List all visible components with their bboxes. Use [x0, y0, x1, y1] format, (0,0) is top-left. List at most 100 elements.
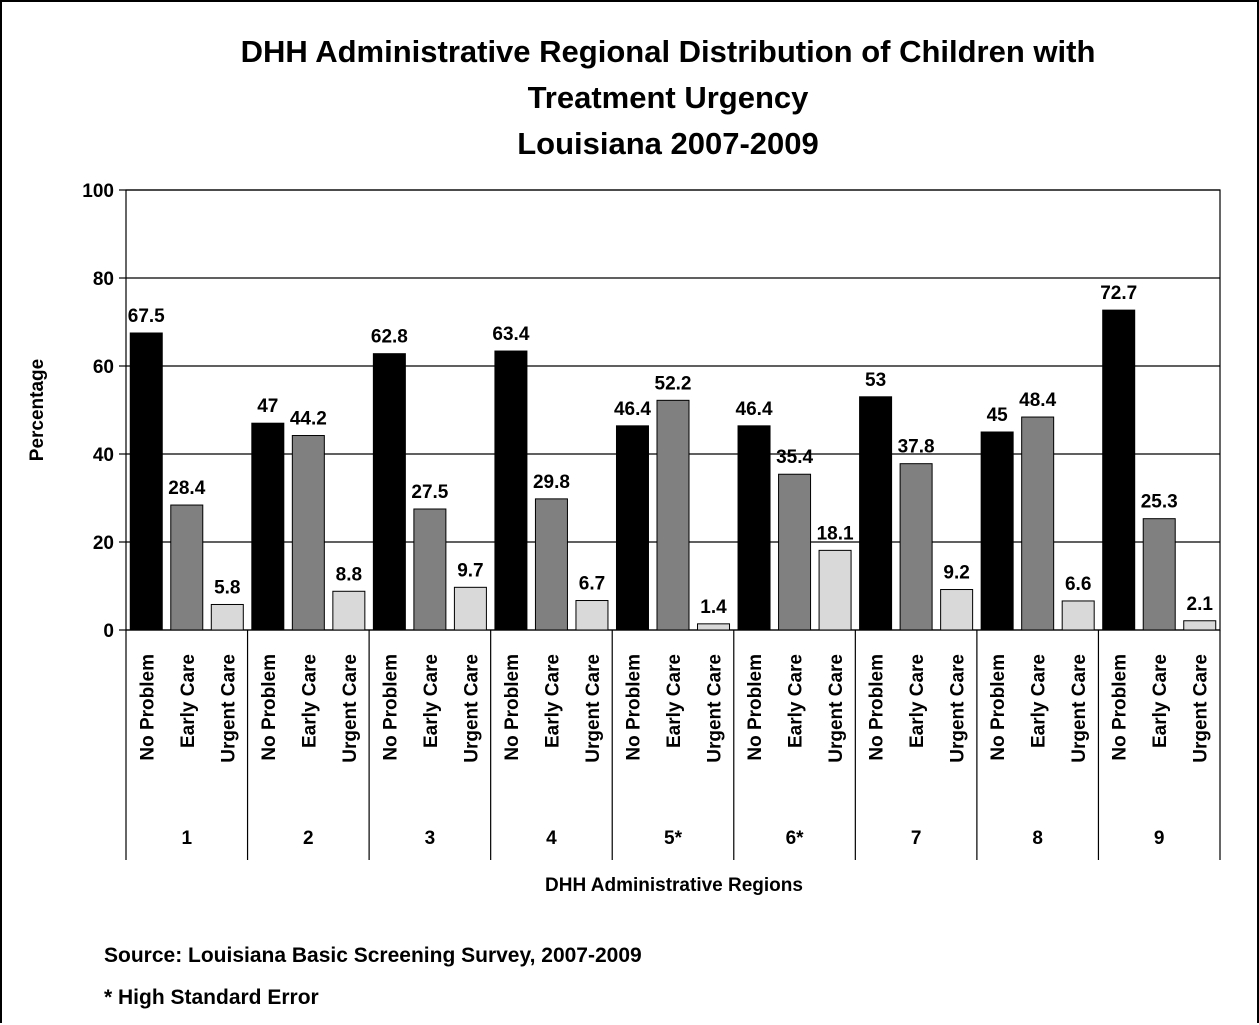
- category-label: Urgent Care: [461, 654, 482, 763]
- category-label: Urgent Care: [1069, 654, 1090, 763]
- value-label: 2.1: [1187, 594, 1214, 615]
- x-axis-title: DHH Administrative Regions: [545, 875, 803, 896]
- value-label: 45: [987, 405, 1009, 426]
- value-label: 53: [865, 370, 886, 391]
- category-label: Early Care: [421, 654, 442, 748]
- region-label: 3: [425, 828, 436, 849]
- category-label: Urgent Care: [340, 654, 361, 763]
- bar: [1183, 620, 1217, 631]
- category-label: No Problem: [745, 654, 766, 761]
- bar: [899, 463, 933, 631]
- category-label: Early Care: [664, 654, 685, 748]
- value-label: 28.4: [168, 478, 205, 499]
- category-label: No Problem: [502, 654, 523, 761]
- bar: [575, 600, 609, 631]
- value-label: 25.3: [1141, 492, 1178, 513]
- category-label: Early Care: [786, 654, 807, 748]
- region-label: 2: [303, 828, 314, 849]
- bar: [453, 586, 487, 631]
- value-label: 72.7: [1100, 283, 1137, 304]
- value-label: 18.1: [817, 523, 854, 544]
- category-label: Early Care: [542, 654, 563, 748]
- value-label: 9.2: [943, 563, 969, 584]
- source-note: Source: Louisiana Basic Screening Survey…: [104, 944, 642, 967]
- value-label: 63.4: [492, 324, 529, 345]
- value-label: 6.7: [579, 574, 605, 595]
- value-label: 46.4: [614, 399, 651, 420]
- category-label: Urgent Care: [948, 654, 969, 763]
- bar: [251, 422, 285, 631]
- bar: [170, 504, 204, 631]
- bar: [737, 425, 771, 631]
- y-tick-label: 60: [93, 357, 114, 378]
- category-label: No Problem: [623, 654, 644, 761]
- y-tick-label: 0: [103, 621, 114, 642]
- bar: [534, 498, 568, 631]
- value-label: 5.8: [214, 577, 240, 598]
- value-label: 44.2: [290, 409, 327, 430]
- bar: [615, 425, 649, 631]
- value-label: 46.4: [736, 399, 773, 420]
- category-label: No Problem: [259, 654, 280, 761]
- category-label: Early Care: [1029, 654, 1050, 748]
- bar: [494, 350, 528, 631]
- region-label: 6*: [786, 828, 805, 849]
- category-label: No Problem: [1110, 654, 1131, 761]
- y-tick-label: 20: [93, 533, 114, 554]
- axes: 0 20 40 60 80 100 No Problem Early Care Urgent C…: [27, 181, 1221, 896]
- category-label: Urgent Care: [583, 654, 604, 763]
- value-label: 37.8: [898, 437, 935, 458]
- value-label: 35.4: [776, 447, 813, 468]
- bar: [332, 590, 366, 631]
- value-label: 6.6: [1065, 574, 1091, 595]
- chart-title: DHH Administrative Regional Distribution…: [241, 34, 1096, 161]
- y-tick-label: 80: [93, 269, 114, 290]
- category-label: Urgent Care: [826, 654, 847, 763]
- category-label: No Problem: [137, 654, 158, 761]
- category-label: Early Care: [907, 654, 928, 748]
- region-label: 1: [181, 828, 192, 849]
- region-label: 4: [546, 828, 557, 849]
- bar: [980, 431, 1014, 631]
- category-label: No Problem: [988, 654, 1009, 761]
- bars: [129, 309, 1217, 631]
- bar: [1021, 416, 1055, 631]
- bar: [778, 473, 812, 631]
- bar: [1142, 518, 1176, 631]
- region-label: 8: [1032, 828, 1043, 849]
- bar: [413, 508, 447, 631]
- category-label: Urgent Care: [218, 654, 239, 763]
- bar: [818, 549, 852, 631]
- bar: [1061, 600, 1095, 631]
- value-label: 9.7: [457, 560, 483, 581]
- region-label: 7: [911, 828, 922, 849]
- data-labels: 67.5 28.4 5.8 47 44.2 8.8 62.8 27.5 9.7 63.4 29.8 6…: [128, 283, 1214, 618]
- bar: [372, 353, 406, 631]
- bar: [940, 589, 974, 631]
- bar: [129, 332, 163, 631]
- category-label: Early Care: [178, 654, 199, 748]
- value-label: 62.8: [371, 327, 408, 348]
- category-label: No Problem: [380, 654, 401, 761]
- category-label: Early Care: [1150, 654, 1171, 748]
- title-line: Louisiana 2007-2009: [517, 126, 819, 161]
- category-label: Urgent Care: [705, 654, 726, 763]
- bar: [859, 396, 893, 631]
- value-label: 52.2: [655, 373, 692, 394]
- value-label: 29.8: [533, 472, 570, 493]
- bar: [697, 623, 731, 631]
- region-label: 5*: [664, 828, 683, 849]
- value-label: 27.5: [411, 482, 448, 503]
- bar: [210, 603, 244, 631]
- y-axis-title: Percentage: [27, 359, 48, 461]
- value-label: 8.8: [336, 564, 362, 585]
- value-label: 47: [257, 396, 278, 417]
- y-tick-label: 100: [82, 181, 114, 202]
- category-label: No Problem: [867, 654, 888, 761]
- bar: [656, 399, 690, 631]
- value-label: 67.5: [128, 306, 165, 327]
- y-tick-label: 40: [93, 445, 114, 466]
- value-label: 48.4: [1019, 390, 1056, 411]
